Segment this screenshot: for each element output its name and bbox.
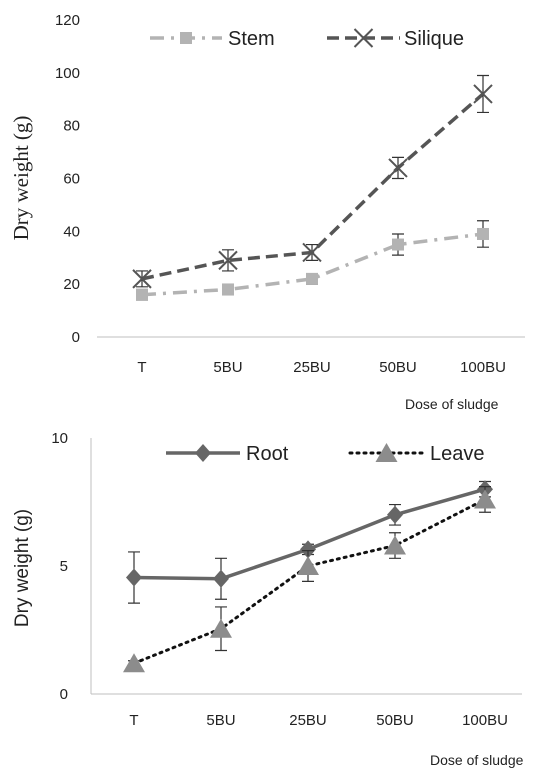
data-point-root [213,569,229,588]
x-axis-label: Dose of sludge [430,752,524,768]
legend-icon-silique-marker [353,28,374,48]
y-tick-label: 80 [63,118,80,135]
y-tick-label: 20 [63,276,80,293]
x-tick-label: 100BU [462,712,508,729]
data-point-root [126,568,142,587]
x-tick-label: 50BU [376,712,414,729]
data-point-stem [392,238,404,251]
x-tick-label: 25BU [289,712,327,729]
data-point-leave [297,556,319,575]
data-point-silique [218,250,238,271]
y-tick-label: 0 [72,329,80,346]
legend-icon-stem-marker [180,32,192,44]
y-axis-label: Dry weight (g) [12,509,33,627]
x-tick-label: 5BU [206,712,235,729]
y-tick-label: 5 [60,558,68,575]
data-point-silique [388,158,408,178]
data-point-silique [302,242,322,263]
y-tick-label: 0 [60,686,68,703]
data-point-leave [210,618,232,638]
legend-label-leave: Leave [430,443,485,465]
data-point-stem [222,283,234,296]
chart-top: 0 20 40 60 80 100 120 T 5BU 25BU 50BU 100BU Dry weig… [9,12,525,412]
x-tick-label: T [137,359,146,376]
data-point-silique [473,84,493,104]
data-point-silique [132,269,152,289]
y-tick-label: 40 [63,223,80,240]
legend-label-root: Root [246,443,289,465]
series-line-stem [141,232,484,297]
data-point-root [387,505,403,524]
x-tick-label: 5BU [213,359,242,376]
chart-bottom: 0 5 10 T 5BU 25BU 50BU 100BU Dry weight (g) Dose … [12,430,524,768]
legend-icon-leave-marker [375,443,398,462]
legend-label-silique: Silique [404,28,464,50]
x-axis-label: Dose of sludge [405,396,499,412]
data-point-leave [474,489,496,509]
legend-icon-root-marker [195,444,211,462]
y-tick-label: 100 [55,65,80,82]
x-tick-label: 25BU [293,359,331,376]
y-tick-label: 10 [51,430,68,447]
y-tick-label: 120 [55,12,80,29]
x-tick-label: T [129,712,138,729]
data-point-leave [123,653,145,673]
x-tick-label: 100BU [460,359,506,376]
data-point-leave [384,535,406,555]
legend-label-stem: Stem [228,28,275,50]
x-tick-label: 50BU [379,359,417,376]
data-point-stem [136,288,148,301]
y-axis-label: Dry weight (g) [9,116,33,241]
series-line-leave [132,497,487,665]
data-point-stem [477,227,489,240]
data-point-stem [306,272,318,285]
y-tick-label: 60 [63,171,80,188]
data-point-root [300,540,316,559]
